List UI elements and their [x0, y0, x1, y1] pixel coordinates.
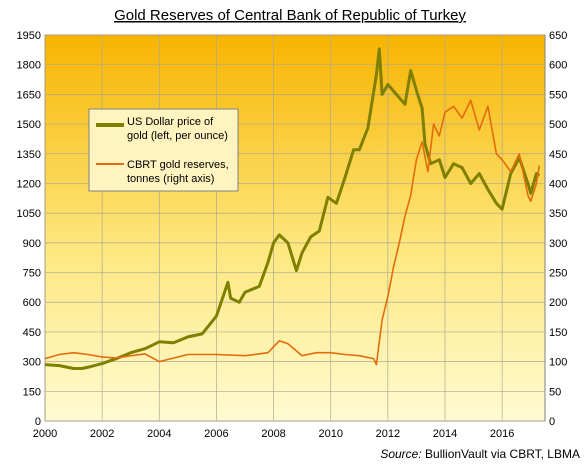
legend-box: [88, 108, 239, 192]
y-right-tick-label: 200: [549, 297, 567, 309]
source-label: Source:: [380, 447, 421, 461]
legend-label-gold-price-line1: US Dollar price of: [127, 116, 214, 128]
legend-label-gold-price-line2: gold (left, per ounce): [127, 130, 228, 142]
legend-label-cbrt-reserves-line2: tonnes (right axis): [127, 173, 214, 185]
y-left-tick-label: 1800: [17, 60, 41, 72]
y-left-tick-label: 1050: [17, 208, 41, 220]
y-left-tick-label: 750: [23, 268, 41, 280]
x-tick-label: 2002: [90, 428, 114, 440]
y-right-tick-label: 550: [549, 89, 567, 101]
y-right-tick-label: 300: [549, 238, 567, 250]
y-left-tick-label: 150: [23, 386, 41, 398]
x-tick-label: 2012: [376, 428, 400, 440]
y-left-tick-label: 1350: [17, 149, 41, 161]
x-tick-label: 2008: [261, 428, 285, 440]
x-tick-label: 2014: [433, 428, 457, 440]
x-tick-label: 2000: [33, 428, 57, 440]
source-text: BullionVault via CBRT, LBMA: [425, 447, 580, 461]
y-right-tick-label: 400: [549, 178, 567, 190]
y-left-tick-label: 0: [35, 416, 41, 428]
y-left-tick-label: 1650: [17, 89, 41, 101]
y-right-tick-label: 500: [549, 119, 567, 131]
y-left-tick-label: 450: [23, 327, 41, 339]
plot-area: [44, 34, 546, 422]
x-tick-label: 2006: [204, 428, 228, 440]
y-right-tick-label: 600: [549, 60, 567, 72]
x-tick-label: 2010: [318, 428, 342, 440]
y-left-tick-label: 1200: [17, 178, 41, 190]
chart-title: Gold Reserves of Central Bank of Republi…: [114, 7, 466, 24]
source-note: Source: BullionVault via CBRT, LBMA: [380, 447, 580, 461]
y-right-tick-label: 650: [549, 30, 567, 42]
y-left-tick-label: 300: [23, 357, 41, 369]
x-tick-label: 2004: [147, 428, 171, 440]
y-right-tick-label: 50: [549, 386, 561, 398]
y-left-tick-label: 600: [23, 297, 41, 309]
y-right-tick-label: 250: [549, 268, 567, 280]
y-left-tick-label: 1500: [17, 119, 41, 131]
series-line-cbrt-reserves: [44, 99, 541, 366]
y-right-tick-label: 100: [549, 357, 567, 369]
series-line-gold-price: [44, 47, 541, 370]
y-right-tick-label: 350: [549, 208, 567, 220]
legend-label-cbrt-reserves-line1: CBRT gold reserves,: [127, 159, 229, 171]
y-left-tick-label: 1950: [17, 30, 41, 42]
legend: US Dollar price of gold (left, per ounce…: [88, 108, 239, 192]
x-tick-label: 2016: [490, 428, 514, 440]
y-right-tick-label: 450: [549, 149, 567, 161]
y-left-tick-label: 900: [23, 238, 41, 250]
y-right-tick-label: 150: [549, 327, 567, 339]
y-right-tick-label: 0: [549, 416, 555, 428]
series-group: [44, 47, 541, 370]
y-axis-left: 0 150 300 450 600 750 900 1050 1200 1350 1500 1650 1…: [17, 30, 41, 428]
x-axis: 2000 2002 2004 2006 2008 2010 2012 2014 2016: [33, 428, 515, 440]
y-axis-right: 0 50 100 150 200 250 300 350 400 450 500 550 600 650: [549, 30, 567, 428]
